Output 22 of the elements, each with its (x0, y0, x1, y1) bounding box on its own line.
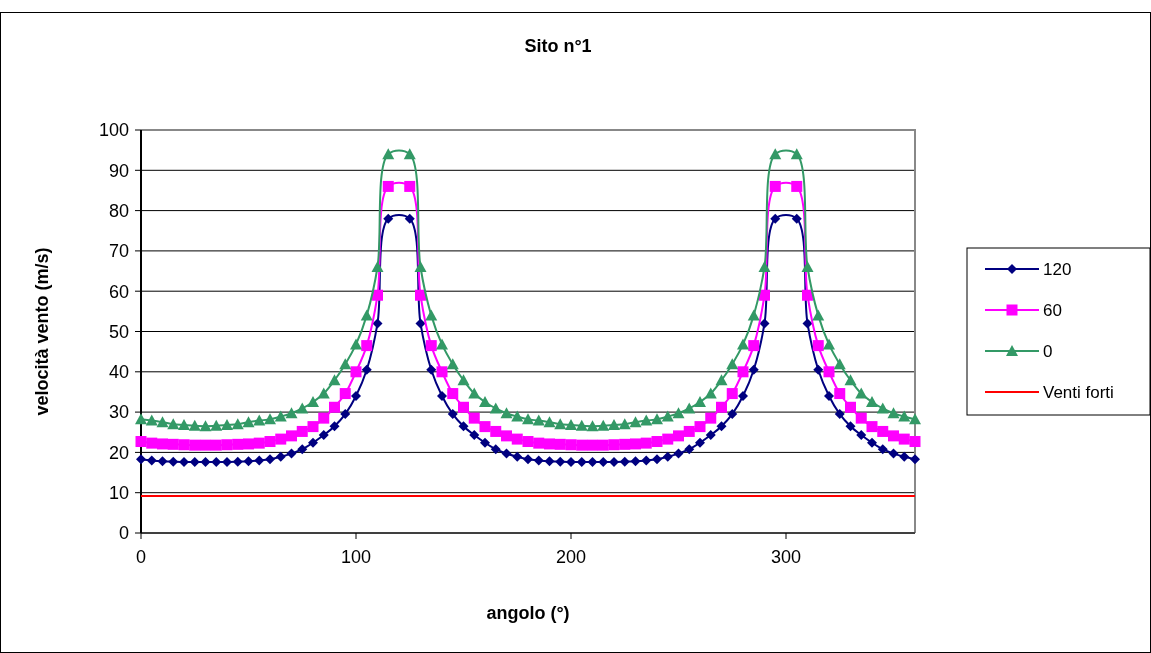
y-tick-label: 70 (108, 241, 129, 262)
x-tick-label: 100 (340, 547, 372, 567)
y-tick-label: 20 (108, 442, 129, 463)
x-tick-label: 0 (135, 547, 147, 567)
y-tick-label: 50 (108, 321, 129, 342)
y-tick-label: 30 (108, 402, 129, 423)
legend-label: Venti forti (1043, 382, 1114, 402)
y-tick-label: 80 (108, 200, 129, 221)
legend-label: 120 (1043, 259, 1072, 279)
x-axis-title: angolo (°) (486, 603, 570, 623)
x-tick-label: 200 (555, 547, 587, 567)
y-tick-label: 90 (108, 160, 129, 181)
y-tick-label: 0 (118, 523, 129, 544)
y-axis-title: velocità vento (m/s) (32, 247, 52, 416)
legend-label: 0 (1043, 341, 1053, 361)
y-tick-label: 100 (98, 120, 129, 141)
chart-title: Sito n°1 (524, 36, 592, 56)
y-tick-label: 10 (108, 483, 129, 503)
y-tick-label: 40 (108, 362, 129, 383)
y-tick-label: 60 (108, 281, 129, 302)
legend-label: 60 (1043, 300, 1062, 320)
x-tick-label: 300 (770, 547, 802, 567)
